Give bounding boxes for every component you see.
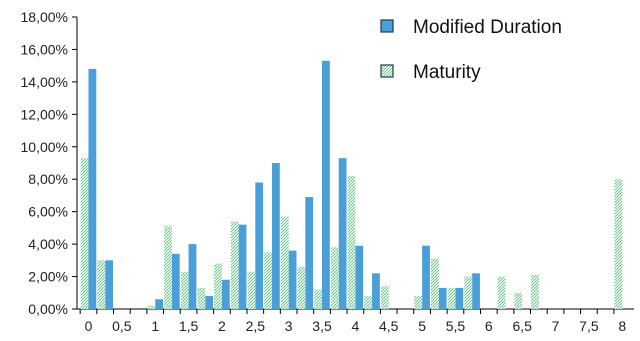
bar-maturity	[531, 274, 539, 309]
bar-modified-duration	[372, 273, 380, 309]
bar-modified-duration	[271, 163, 280, 309]
x-tick-label: 1	[151, 318, 159, 334]
x-tick-label: 1,5	[179, 318, 199, 334]
bar-modified-duration	[205, 296, 214, 309]
bar-modified-duration	[188, 244, 197, 309]
bar-maturity	[297, 266, 306, 309]
y-tick-label: 0,00%	[28, 301, 68, 317]
bar-maturity	[614, 179, 623, 309]
bar-modified-duration	[455, 287, 464, 309]
bar-modified-duration	[322, 60, 330, 309]
bar-maturity	[80, 158, 89, 309]
x-tick-label: 7,5	[579, 318, 599, 334]
bar-maturity	[347, 175, 356, 309]
legend-label-modified-duration: Modified Duration	[413, 17, 562, 38]
bars	[80, 60, 623, 309]
bar-maturity	[414, 296, 423, 309]
bar-modified-duration	[338, 158, 347, 309]
bar-modified-duration	[438, 287, 447, 309]
bar-modified-duration	[155, 299, 164, 309]
bar-modified-duration	[472, 273, 480, 309]
y-tick-label: 4,00%	[28, 236, 68, 252]
legend-swatch-maturity	[380, 64, 394, 78]
legend: Modified Duration Maturity	[380, 17, 562, 83]
x-axis: 0 0,5 1 1,5 2 2,5 3 3,5 4 4,5 5 5,5 6 6,5 7 7,5 8	[77, 308, 634, 334]
bar-maturity	[464, 276, 473, 309]
bar-maturity	[430, 258, 439, 309]
bar-maturity	[180, 271, 189, 309]
y-tick-label: 16,00%	[21, 41, 68, 57]
y-tick-label: 14,00%	[21, 74, 68, 90]
x-tick-label: 2	[218, 318, 226, 334]
legend-label-maturity: Maturity	[413, 62, 481, 83]
bar-maturity	[314, 289, 323, 309]
y-tick-label: 6,00%	[28, 204, 68, 220]
bar-maturity	[497, 276, 506, 309]
bar-maturity	[364, 296, 373, 309]
bar-modified-duration	[305, 197, 314, 309]
x-tick-label: 3,5	[312, 318, 332, 334]
x-tick-label: 4,5	[379, 318, 399, 334]
bar-maturity	[197, 287, 206, 309]
bar-maturity	[280, 216, 289, 309]
y-tick-label: 2,00%	[28, 269, 68, 285]
bar-maturity	[264, 252, 272, 309]
x-tick-label: 4	[351, 318, 359, 334]
bar-modified-duration	[422, 245, 430, 309]
x-tick-label: 2,5	[246, 318, 266, 334]
x-tick-label: 7	[552, 318, 560, 334]
bar-modified-duration	[288, 250, 297, 309]
bar-modified-duration	[88, 68, 97, 309]
bar-modified-duration	[221, 279, 230, 309]
x-tick-label: 6	[485, 318, 493, 334]
x-tick-label: 3	[285, 318, 293, 334]
y-tick-label: 18,00%	[21, 9, 68, 25]
bar-maturity	[164, 226, 172, 309]
bar-modified-duration	[255, 182, 264, 309]
bar-maturity	[147, 305, 156, 309]
bar-maturity	[514, 292, 523, 309]
y-tick-label: 8,00%	[28, 171, 68, 187]
bar-maturity	[247, 271, 256, 309]
x-tick-label: 0,5	[112, 318, 132, 334]
y-tick-label: 12,00%	[21, 106, 68, 122]
bar-modified-duration	[105, 260, 113, 309]
x-tick-label: 8	[618, 318, 626, 334]
bar-maturity	[380, 286, 389, 309]
y-tick-label: 10,00%	[21, 139, 68, 155]
bar-modified-duration	[355, 245, 364, 309]
x-tick-label: 5	[418, 318, 426, 334]
bar-maturity	[214, 263, 222, 309]
x-tick-label: 5,5	[446, 318, 466, 334]
bar-modified-duration	[171, 253, 180, 309]
bar-maturity	[97, 260, 106, 309]
y-axis: 0,00% 2,00% 4,00% 6,00% 8,00% 10,00% 12,00% 14,…	[21, 9, 78, 317]
bar-maturity	[447, 287, 456, 309]
bar-modified-duration	[238, 224, 247, 309]
bar-maturity	[230, 221, 239, 309]
x-tick-label: 6,5	[512, 318, 532, 334]
legend-swatch-modified-duration	[380, 19, 394, 33]
x-tick-label: 0	[85, 318, 93, 334]
bar-maturity	[330, 247, 339, 309]
